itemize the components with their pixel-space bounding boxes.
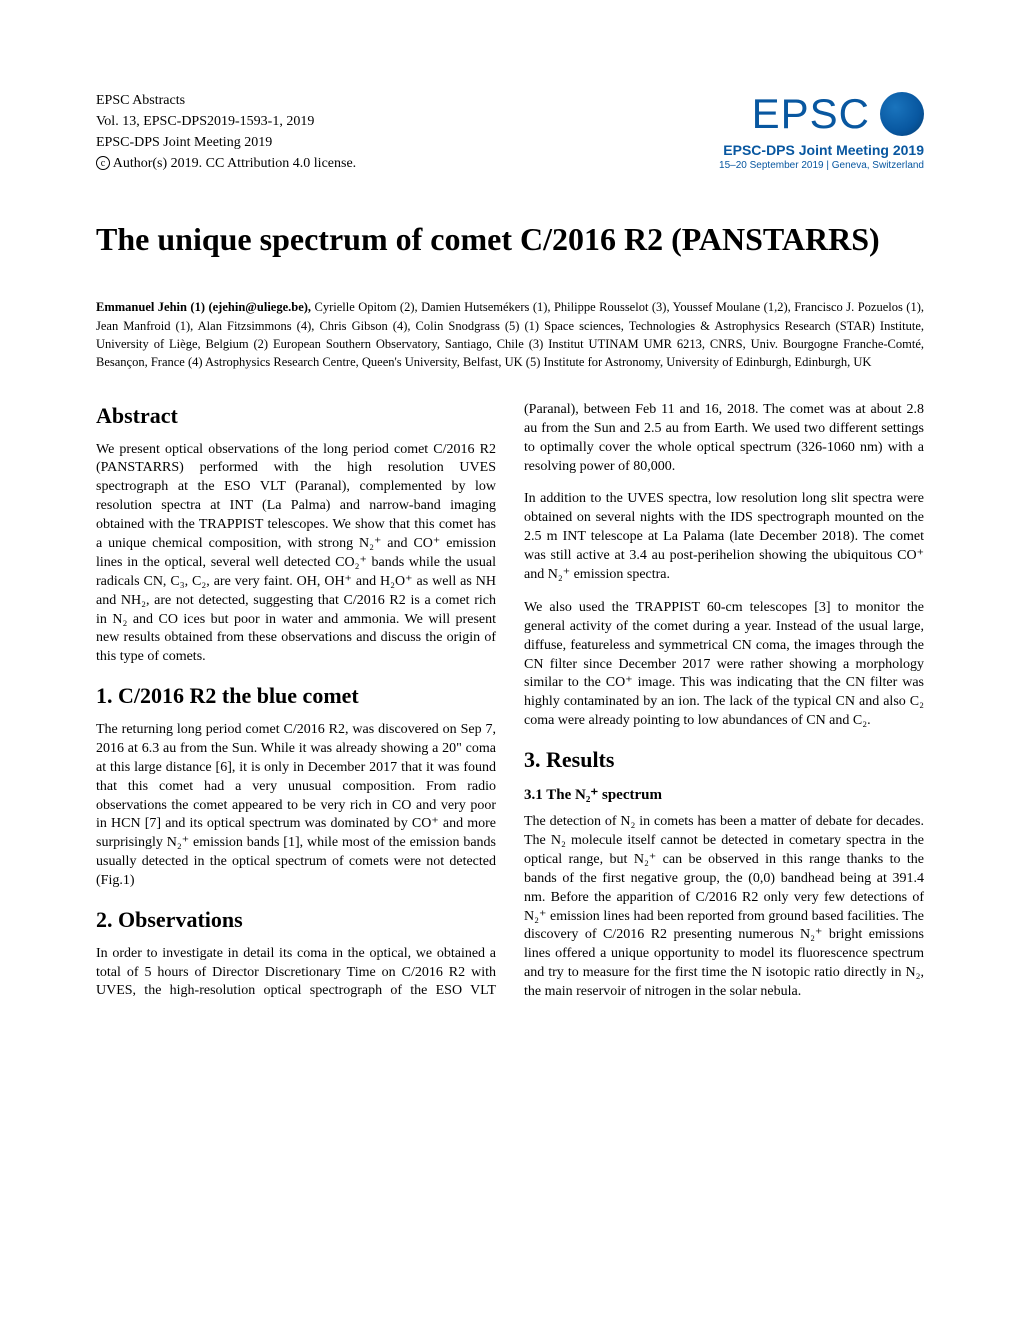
lead-author: Emmanuel Jehin (1) (ejehin@uliege.be),	[96, 300, 311, 314]
volume-info: Vol. 13, EPSC-DPS2019-1593-1, 2019	[96, 111, 356, 132]
meeting-dates: 15–20 September 2019 | Geneva, Switzerla…	[719, 160, 924, 171]
section-2-p2: In addition to the UVES spectra, low res…	[524, 490, 924, 584]
header-logo-block: EPSC EPSC-DPS Joint Meeting 2019 15–20 S…	[719, 90, 924, 171]
license-line: c Author(s) 2019. CC Attribution 4.0 lic…	[96, 153, 356, 174]
header: EPSC Abstracts Vol. 13, EPSC-DPS2019-159…	[96, 90, 924, 174]
body-columns: Abstract We present optical observations…	[96, 401, 924, 1009]
abstract-text: We present optical observations of the l…	[96, 441, 496, 668]
abstracts-label: EPSC Abstracts	[96, 90, 356, 111]
globe-icon	[880, 92, 924, 136]
meeting-title: EPSC-DPS Joint Meeting 2019	[719, 142, 924, 158]
section-3: 3. Results 3.1 The N₂⁺ spectrum The dete…	[524, 745, 924, 1002]
authors-block: Emmanuel Jehin (1) (ejehin@uliege.be), C…	[96, 298, 924, 371]
abstract-heading: Abstract	[96, 401, 496, 431]
section-2-p3: We also used the TRAPPIST 60-cm telescop…	[524, 599, 924, 731]
copyright-icon: c	[96, 156, 110, 170]
meeting-name: EPSC-DPS Joint Meeting 2019	[96, 132, 356, 153]
section-3-1-heading: 3.1 The N₂⁺ spectrum	[524, 785, 924, 805]
header-meta: EPSC Abstracts Vol. 13, EPSC-DPS2019-159…	[96, 90, 356, 174]
logo-row: EPSC	[719, 90, 924, 138]
section-3-heading: 3. Results	[524, 745, 924, 775]
section-2-heading: 2. Observations	[96, 905, 496, 935]
epsc-logo-text: EPSC	[752, 90, 870, 138]
page-title: The unique spectrum of comet C/2016 R2 (…	[96, 220, 924, 258]
section-3-1-text: The detection of N₂ in comets has been a…	[524, 813, 924, 1002]
license-text: Author(s) 2019. CC Attribution 4.0 licen…	[110, 156, 356, 171]
section-1-heading: 1. C/2016 R2 the blue comet	[96, 681, 496, 711]
section-1-text: The returning long period comet C/2016 R…	[96, 721, 496, 891]
